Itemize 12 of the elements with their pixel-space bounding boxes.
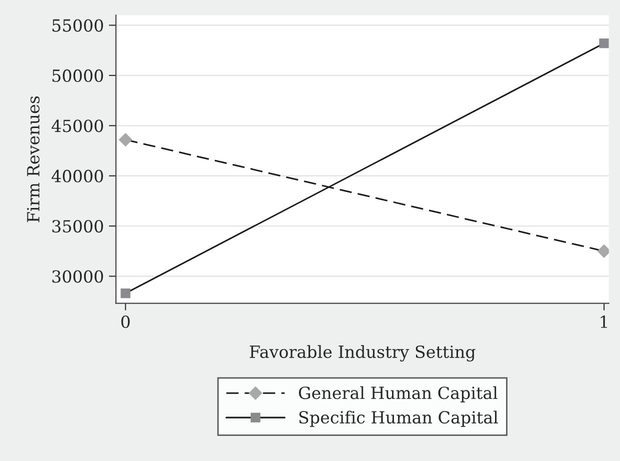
- y-tick-label: 30000: [52, 270, 104, 283]
- y-tick-label: 40000: [52, 170, 104, 182]
- x-axis-title: Favorable Industry Setting: [250, 345, 476, 362]
- legend-label: General Human Capital: [298, 386, 498, 402]
- y-tick-label: 55000: [52, 19, 104, 32]
- y-axis-title: Firm Revenues: [27, 96, 40, 222]
- y-tick-label: 45000: [52, 120, 104, 132]
- x-tick-label: 0: [121, 315, 130, 328]
- y-tick-label: 35000: [52, 220, 104, 233]
- x-tick-label: 1: [600, 315, 607, 328]
- legend-label: Specific Human Capital: [299, 410, 498, 427]
- y-tick-label: 50000: [52, 69, 104, 82]
